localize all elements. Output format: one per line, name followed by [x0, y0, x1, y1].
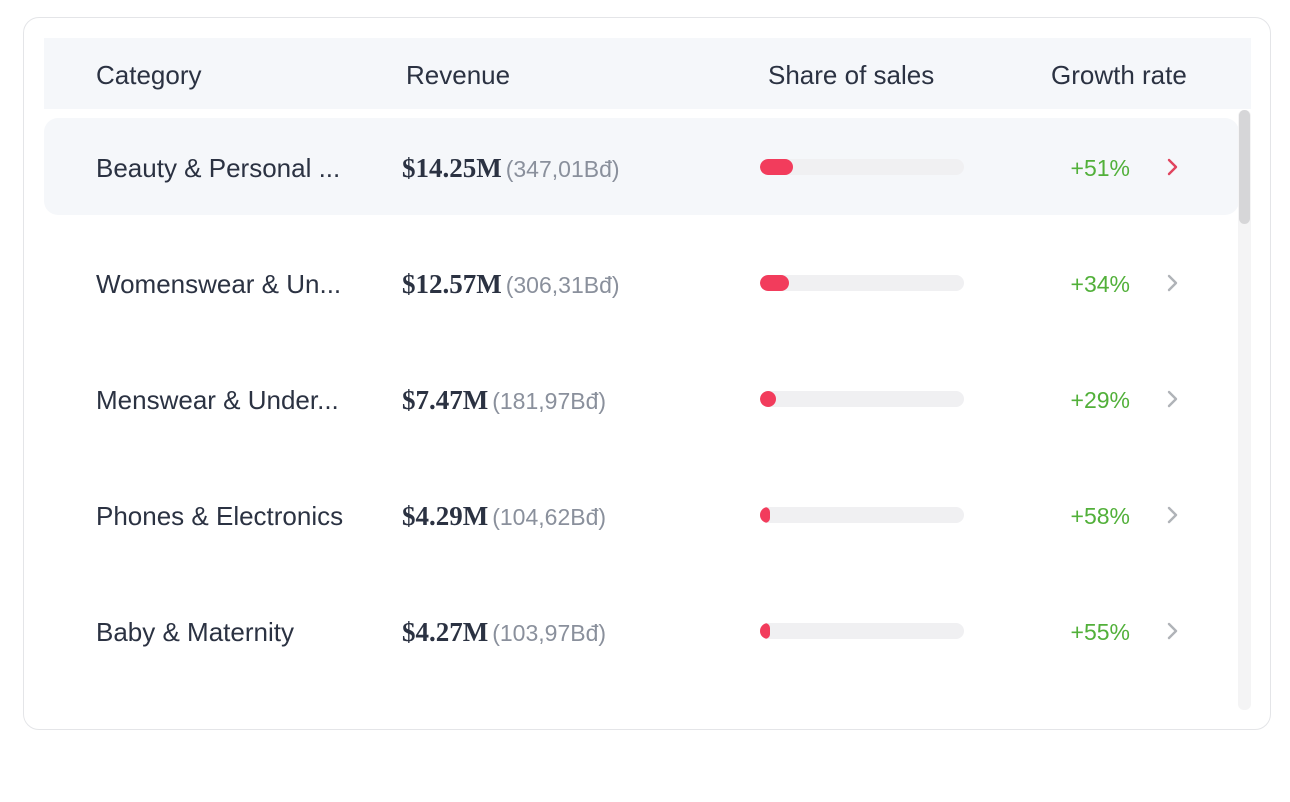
share-bar	[760, 623, 964, 639]
growth-rate: +29%	[1070, 387, 1130, 413]
revenue-local: (181,97Bđ)	[492, 388, 607, 414]
chevron-right-icon[interactable]	[1159, 618, 1185, 644]
share-bar-fill	[760, 507, 771, 523]
table-header: Category Revenue Share of sales Growth r…	[44, 38, 1251, 109]
growth-rate: +58%	[1070, 503, 1130, 529]
chevron-right-icon[interactable]	[1159, 270, 1185, 296]
table-row[interactable]: Phones & Electronics $4.29M (104,62Bđ) +5…	[44, 466, 1239, 563]
revenue-cell: $4.27M (103,97Bđ)	[402, 582, 606, 679]
vertical-scrollbar[interactable]	[1238, 110, 1251, 710]
revenue-usd: $14.25M	[402, 153, 502, 183]
category-name: Womenswear & Un...	[96, 269, 342, 299]
revenue-usd: $7.47M	[402, 385, 489, 415]
revenue-cell: $4.29M (104,62Bđ)	[402, 466, 606, 563]
table-row[interactable]: Menswear & Under... $7.47M (181,97Bđ) +29…	[44, 350, 1239, 447]
header-category: Category	[96, 60, 202, 90]
share-bar-fill	[760, 391, 777, 407]
revenue-cell: $14.25M (347,01Bđ)	[402, 118, 620, 215]
table-row[interactable]: Baby & Maternity $4.27M (103,97Bđ) +55%	[44, 582, 1239, 679]
growth-rate: +55%	[1070, 619, 1130, 645]
revenue-local: (347,01Bđ)	[505, 156, 620, 182]
share-bar	[760, 159, 964, 175]
share-bar-fill	[760, 159, 793, 175]
revenue-cell: $12.57M (306,31Bđ)	[402, 234, 620, 331]
scrollbar-thumb[interactable]	[1239, 110, 1250, 224]
chevron-right-icon[interactable]	[1159, 386, 1185, 412]
header-share-of-sales: Share of sales	[768, 60, 935, 90]
revenue-usd: $4.29M	[402, 501, 489, 531]
category-name: Baby & Maternity	[96, 617, 294, 647]
share-bar	[760, 275, 964, 291]
growth-rate: +34%	[1070, 271, 1130, 297]
growth-rate: +51%	[1070, 155, 1130, 181]
category-name: Menswear & Under...	[96, 385, 339, 415]
revenue-usd: $12.57M	[402, 269, 502, 299]
chevron-right-icon[interactable]	[1159, 502, 1185, 528]
category-name: Beauty & Personal ...	[96, 153, 341, 183]
share-bar	[760, 507, 964, 523]
table-row[interactable]: Womenswear & Un... $12.57M (306,31Bđ) +34…	[44, 234, 1239, 331]
revenue-usd: $4.27M	[402, 617, 489, 647]
category-name: Phones & Electronics	[96, 501, 344, 531]
revenue-local: (103,97Bđ)	[492, 620, 607, 646]
chevron-right-icon[interactable]	[1159, 154, 1185, 180]
revenue-local: (306,31Bđ)	[505, 272, 620, 298]
share-bar-fill	[760, 623, 771, 639]
share-bar	[760, 391, 964, 407]
revenue-local: (104,62Bđ)	[492, 504, 607, 530]
share-bar-fill	[760, 275, 789, 291]
table-row[interactable]: Beauty & Personal ... $14.25M (347,01Bđ) …	[44, 118, 1239, 215]
header-growth-rate: Growth rate	[1051, 60, 1187, 90]
header-revenue: Revenue	[406, 60, 511, 90]
revenue-cell: $7.47M (181,97Bđ)	[402, 350, 606, 447]
